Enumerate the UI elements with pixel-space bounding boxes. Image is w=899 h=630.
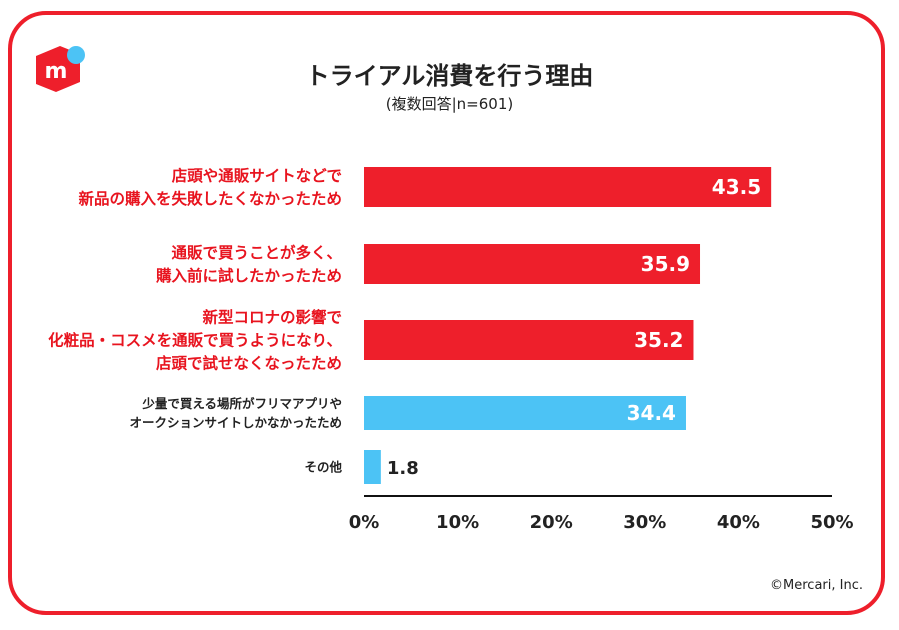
bar — [364, 167, 772, 207]
x-tick-label: 0% — [349, 512, 380, 533]
card-frame — [8, 11, 885, 615]
bar — [364, 244, 701, 284]
mercari-logo-icon: m — [36, 46, 85, 92]
category-label: 少量で買える場所がフリマアプリや — [141, 396, 342, 411]
chart-subtitle: (複数回答|n=601) — [385, 95, 514, 113]
x-tick-label: 40% — [717, 512, 760, 533]
x-tick-label: 10% — [436, 512, 479, 533]
value-label: 1.8 — [387, 458, 419, 479]
bar — [364, 320, 694, 360]
category-label: 化粧品・コスメを通販で買うようになり、 — [48, 331, 342, 350]
category-label: その他 — [304, 460, 342, 475]
x-tick-label: 50% — [810, 512, 853, 533]
bar — [364, 396, 686, 430]
category-label: 店頭で試せなくなったため — [156, 354, 342, 373]
category-label: 通販で買うことが多く、 — [171, 243, 342, 262]
x-tick-label: 30% — [623, 512, 666, 533]
category-label: オークションサイトしかなかったため — [129, 415, 342, 430]
category-label: 購入前に試したかったため — [155, 266, 342, 285]
value-label: 35.2 — [634, 328, 683, 352]
x-tick-label: 20% — [530, 512, 573, 533]
category-label: 新品の購入を失敗したくなかったため — [78, 189, 342, 208]
category-label: 店頭や通販サイトなどで — [172, 166, 342, 185]
category-label: 新型コロナの影響で — [202, 308, 342, 327]
value-label: 43.5 — [712, 175, 761, 199]
bar — [364, 450, 381, 484]
copyright-text: ©Mercari, Inc. — [770, 578, 863, 593]
logo-letter: m — [45, 59, 68, 84]
chart-title: トライアル消費を行う理由 — [305, 62, 594, 90]
value-label: 35.9 — [641, 252, 690, 276]
value-label: 34.4 — [627, 401, 676, 425]
